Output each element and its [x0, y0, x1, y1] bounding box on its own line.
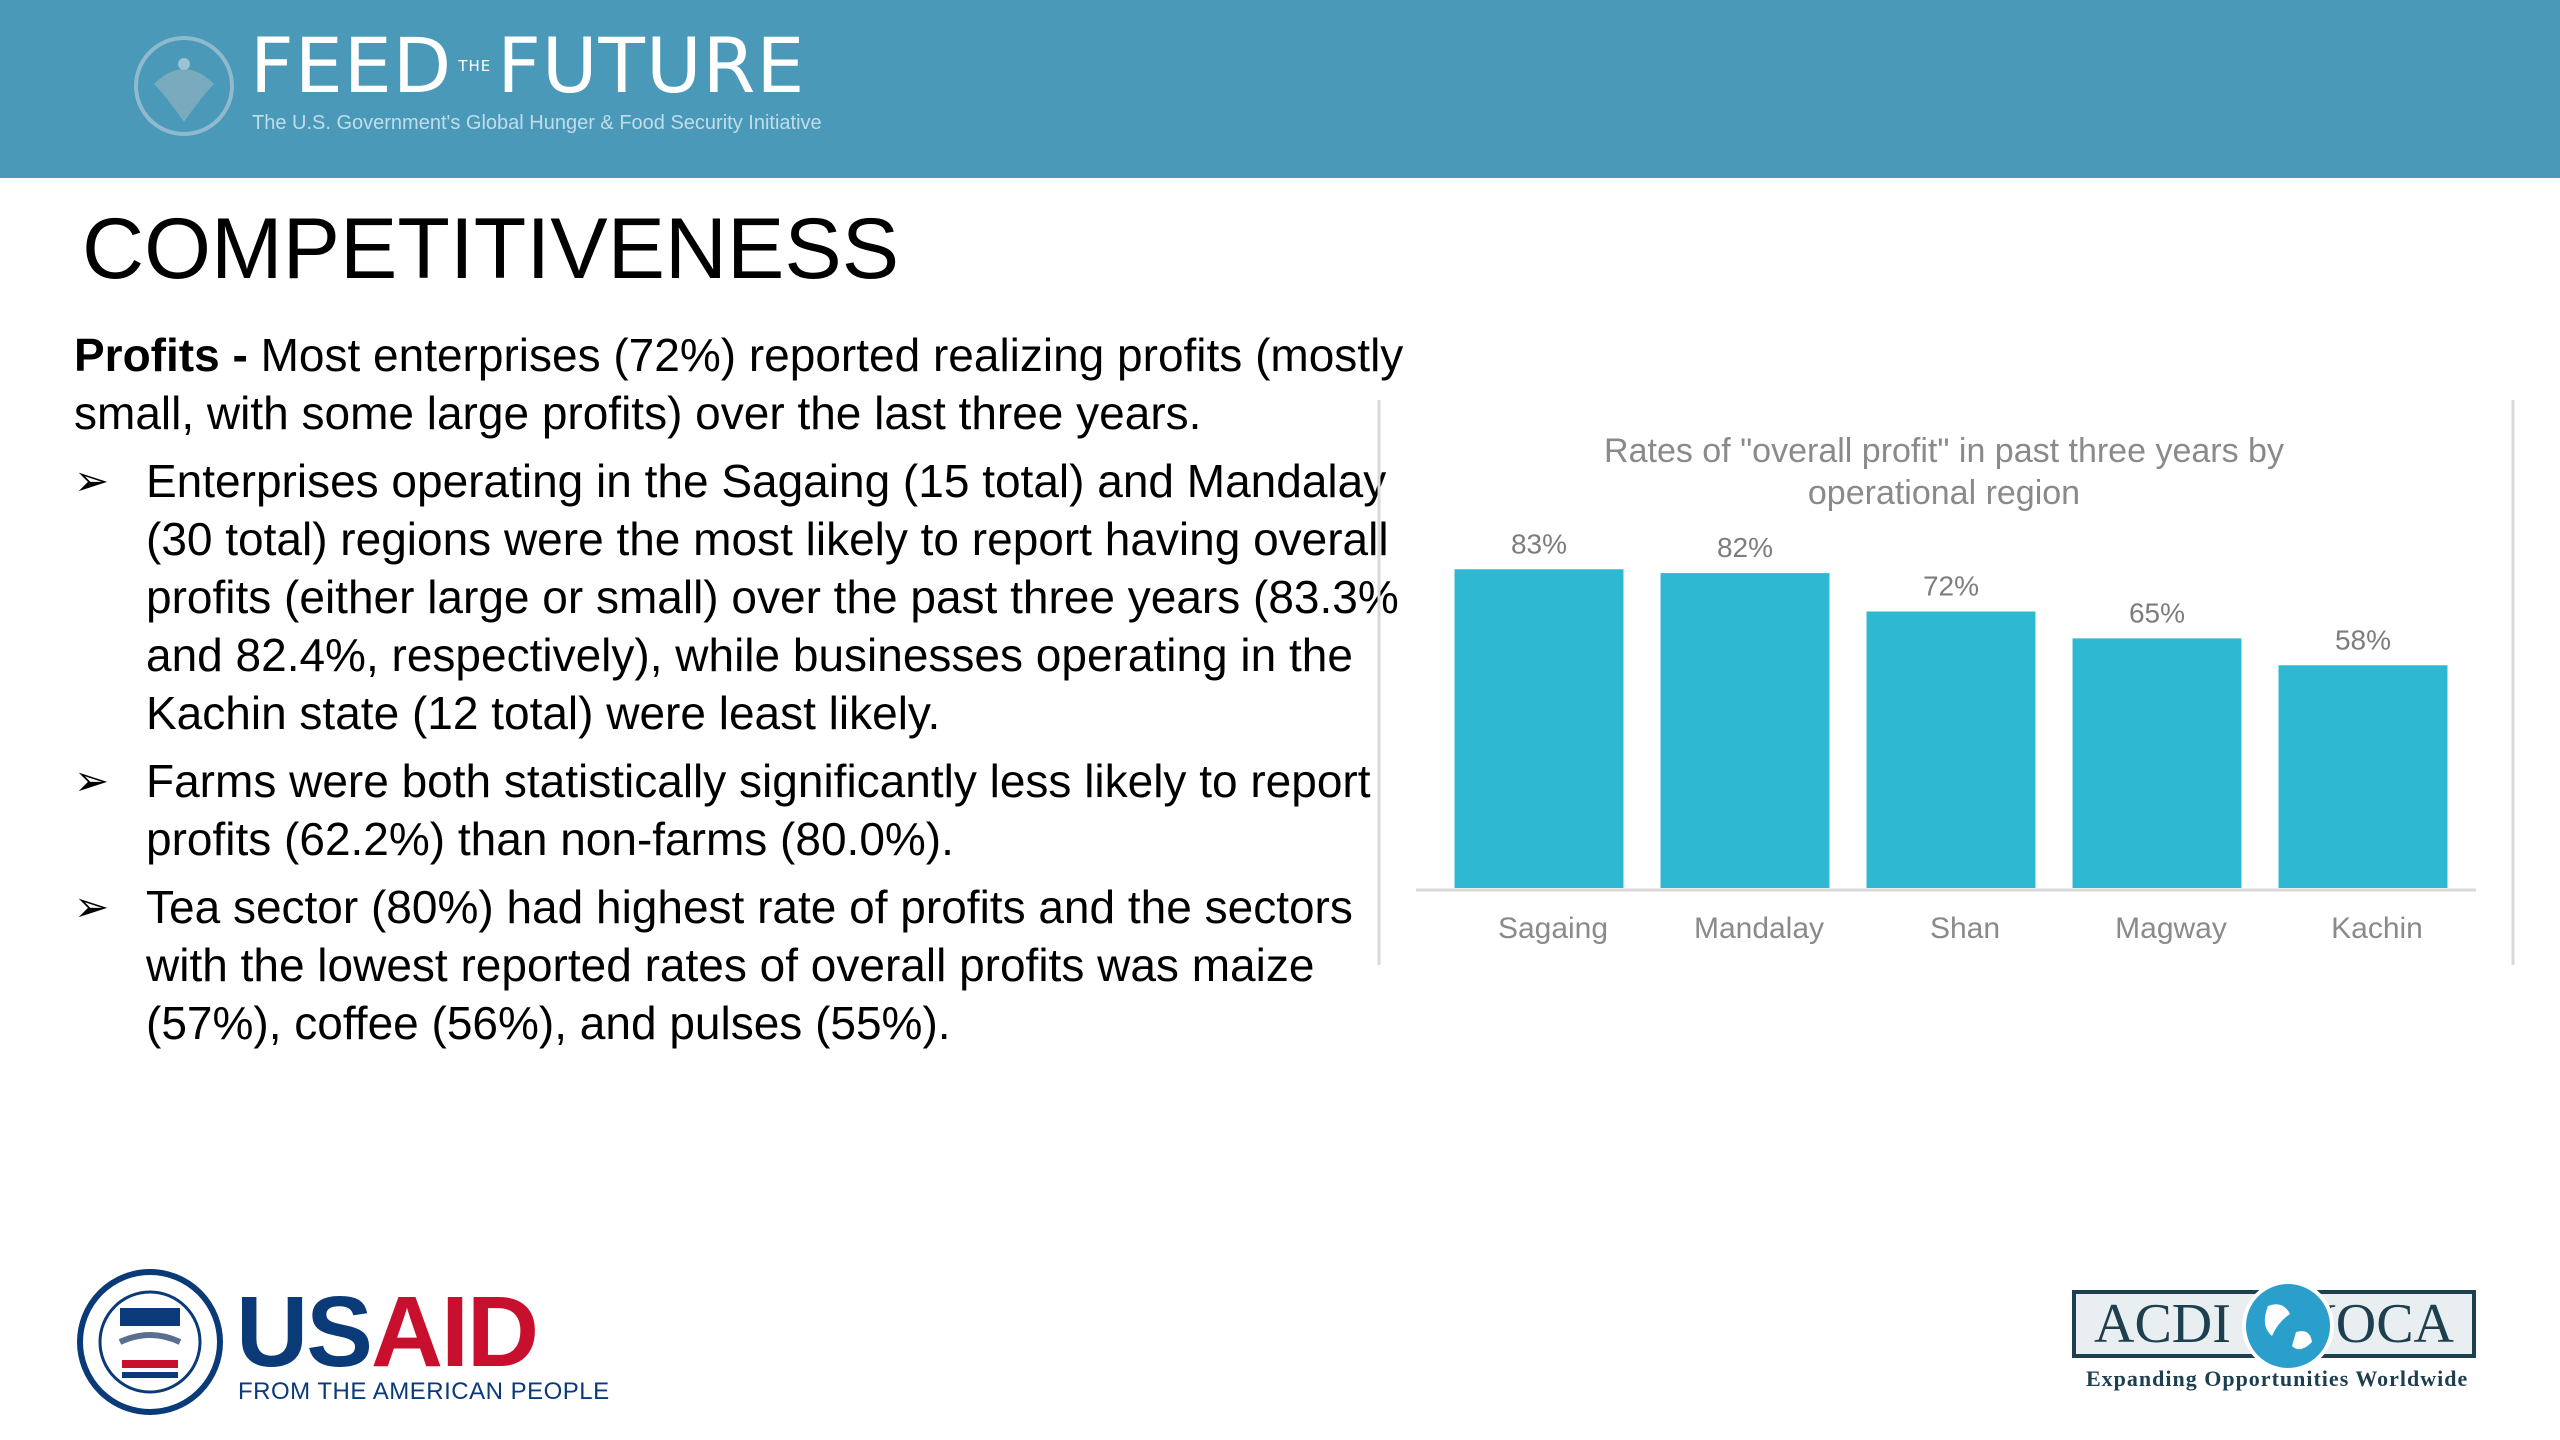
bar [1454, 569, 1624, 888]
usaid-logo: USAID [236, 1282, 539, 1382]
x-tick-label: Mandalay [1694, 912, 1824, 945]
great-seal-icon [134, 36, 234, 136]
arrow-bullet-icon: ➢ [74, 757, 110, 804]
chart-svg: Rates of "overall profit" in past three … [1377, 400, 2515, 965]
bar [1866, 611, 2036, 888]
brand-word-the: THE [458, 56, 492, 75]
chart-title: Rates of "overall profit" in past three … [1604, 432, 2284, 512]
list-item: ➢ Tea sector (80%) had highest rate of pr… [74, 878, 1414, 1052]
x-tick-label: Shan [1930, 912, 2000, 945]
brand-word-future: FUTURE [497, 21, 806, 110]
bar-value-label: 82% [1717, 532, 1773, 563]
lead-label: Profits - [74, 329, 261, 381]
bar [2278, 665, 2448, 888]
bar [2072, 638, 2242, 888]
profit-bar-chart: Rates of "overall profit" in past three … [1376, 400, 2516, 968]
usaid-tagline: FROM THE AMERICAN PEOPLE [238, 1378, 610, 1405]
acdi-word: ACDI [2094, 1293, 2231, 1355]
arrow-bullet-icon: ➢ [74, 457, 110, 504]
usaid-word-aid: AID [370, 1276, 539, 1388]
list-item: ➢ Enterprises operating in the Sagaing (1… [74, 452, 1414, 742]
x-tick-label: Kachin [2331, 912, 2423, 945]
bullet-list: ➢ Enterprises operating in the Sagaing (1… [74, 452, 1414, 1052]
body-text: Profits - Most enterprises (72%) reporte… [74, 326, 1414, 1062]
acdi-tagline: Expanding Opportunities Worldwide [2086, 1366, 2469, 1391]
page-title: COMPETITIVENESS [82, 201, 900, 297]
header-tagline: The U.S. Government's Global Hunger & Fo… [252, 112, 822, 134]
feed-the-future-logo: FEED THE FUTURE [250, 28, 805, 104]
x-tick-label: Magway [2115, 912, 2227, 945]
bar-value-label: 72% [1923, 571, 1979, 602]
bar-value-label: 83% [1511, 528, 1567, 559]
usaid-word-us: US [236, 1276, 373, 1388]
bullet-text: Enterprises operating in the Sagaing (15… [146, 455, 1399, 739]
x-tick-label: Sagaing [1498, 912, 1608, 945]
arrow-bullet-icon: ➢ [74, 883, 110, 930]
brand-the-text: THE [458, 56, 492, 75]
globe-icon [2242, 1280, 2334, 1372]
bar [1660, 573, 1830, 888]
bar-value-label: 58% [2335, 624, 2391, 655]
list-item: ➢ Farms were both statistically significa… [74, 752, 1414, 868]
lead-paragraph: Profits - Most enterprises (72%) reporte… [74, 326, 1414, 442]
brand-word-feed: FEED [250, 21, 453, 110]
lead-text: Most enterprises (72%) reported realizin… [74, 329, 1404, 439]
bar-value-label: 65% [2129, 597, 2185, 628]
usaid-seal-icon [77, 1269, 223, 1415]
bullet-text: Tea sector (80%) had highest rate of pro… [146, 881, 1353, 1049]
header-banner: FEED THE FUTURE The U.S. Government's Gl… [0, 0, 2560, 178]
bullet-text: Farms were both statistically significan… [146, 755, 1371, 865]
